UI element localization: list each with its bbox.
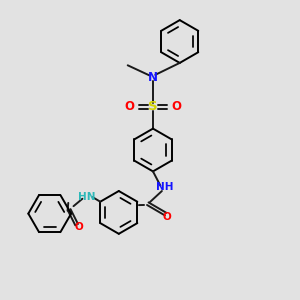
Text: O: O bbox=[163, 212, 172, 222]
Text: O: O bbox=[171, 100, 181, 113]
Text: O: O bbox=[125, 100, 135, 113]
Text: N: N bbox=[148, 71, 158, 84]
Text: O: O bbox=[74, 222, 83, 232]
Text: HN: HN bbox=[78, 192, 96, 202]
Text: S: S bbox=[148, 100, 158, 113]
Text: NH: NH bbox=[156, 182, 174, 192]
